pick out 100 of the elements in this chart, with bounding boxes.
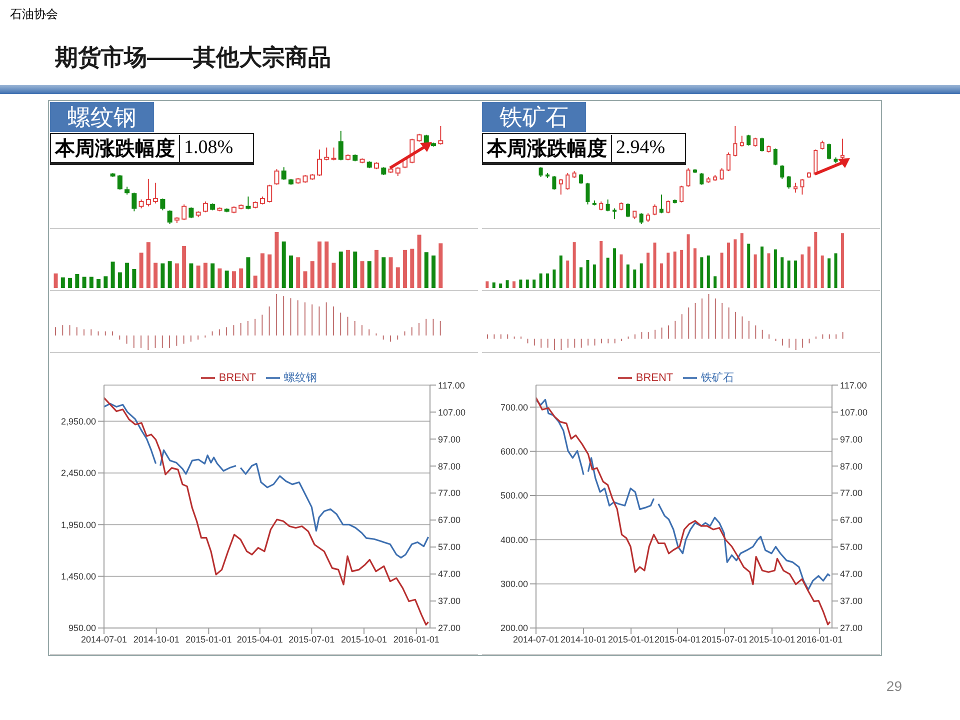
x-tick-label: 2016-01-01 <box>796 634 843 644</box>
candlestick <box>840 138 844 160</box>
candlestick <box>612 208 617 220</box>
bar <box>787 260 790 288</box>
bar <box>834 253 838 288</box>
bar <box>546 273 550 288</box>
y-tick-label: 2,950.00 <box>60 416 96 426</box>
y2-tick-label: 77.00 <box>840 488 863 498</box>
bar <box>174 263 179 288</box>
bar <box>714 276 717 288</box>
bar <box>96 279 101 288</box>
bar <box>196 266 200 288</box>
candlestick <box>659 194 664 214</box>
candlestick <box>733 126 738 157</box>
y-tick-label: 300.00 <box>500 579 528 590</box>
y2-tick-label: 37.00 <box>438 596 461 606</box>
bar <box>232 271 236 288</box>
bar <box>417 234 422 288</box>
y2-tick-label: 67.00 <box>840 515 863 526</box>
bar <box>720 252 724 288</box>
bar <box>125 262 130 288</box>
y-tick-label: 1,950.00 <box>60 520 96 530</box>
x-tick-label: 2015-01-01 <box>186 634 232 644</box>
annotation: 2.94% <box>615 137 666 159</box>
candlestick <box>338 130 344 161</box>
bar <box>168 261 172 288</box>
candlestick <box>160 198 166 211</box>
bar <box>75 274 80 288</box>
candlestick <box>740 135 744 148</box>
bar <box>486 281 489 288</box>
bar <box>403 250 408 288</box>
candlestick <box>794 182 798 194</box>
bar <box>89 276 94 288</box>
bar <box>82 276 86 288</box>
bar <box>820 256 824 288</box>
x-tick-label: 2015-10-01 <box>340 634 388 644</box>
candlestick <box>316 149 322 176</box>
candlestick <box>438 126 444 146</box>
bar <box>239 268 244 288</box>
candlestick <box>146 178 151 207</box>
annotation: 本周涨跌幅度 <box>51 134 180 162</box>
candlestick <box>639 212 644 224</box>
candlestick <box>626 202 630 218</box>
bar <box>182 246 186 288</box>
bar <box>253 276 258 288</box>
x-tick-label: 2014-10-01 <box>133 634 180 644</box>
chart-title: 铁矿石 <box>482 102 586 132</box>
annotation: 本周涨跌幅度 <box>483 134 612 162</box>
candlestick <box>267 184 272 203</box>
y2-tick-label: 87.00 <box>840 461 863 472</box>
bar <box>526 280 529 288</box>
candlestick <box>331 147 336 161</box>
y2-tick-label: 97.00 <box>840 434 863 444</box>
bar <box>218 268 222 288</box>
candlestick <box>117 174 122 190</box>
bar <box>374 250 379 288</box>
x-tick-label: 2015-07-01 <box>288 634 335 644</box>
y-tick-label: 1,450.00 <box>60 572 96 582</box>
text: 29 <box>886 678 902 694</box>
candlestick <box>800 178 804 196</box>
bar <box>760 246 764 288</box>
bar <box>303 271 308 288</box>
y2-tick-label: 87.00 <box>438 461 461 472</box>
candlestick <box>773 148 778 166</box>
bar <box>680 250 684 288</box>
line-series <box>104 396 430 626</box>
y2-tick-label: 117.00 <box>438 380 465 390</box>
candlestick <box>552 175 556 190</box>
annotation: 1.08% <box>183 137 234 159</box>
bar <box>653 242 656 288</box>
bar <box>246 257 250 288</box>
y-tick-label: 700.00 <box>500 402 528 412</box>
bar <box>367 261 372 288</box>
bar <box>396 267 400 288</box>
bar <box>203 262 208 288</box>
bar <box>382 257 386 288</box>
x-tick-label: 2015-04-01 <box>654 634 701 644</box>
bar <box>626 264 630 288</box>
text: 石油协会 <box>10 6 58 23</box>
candlestick <box>586 182 590 205</box>
bar <box>310 261 314 288</box>
bar <box>686 234 690 288</box>
bar <box>154 262 158 288</box>
bar <box>346 250 350 288</box>
x-tick-label: 2015-01-01 <box>608 634 654 644</box>
bar <box>814 232 818 288</box>
candlestick <box>827 143 832 160</box>
y2-tick-label: 27.00 <box>840 623 863 634</box>
bar <box>438 243 443 288</box>
candlestick <box>720 168 724 180</box>
bar <box>388 257 393 288</box>
y2-tick-label: 57.00 <box>840 542 863 552</box>
candlestick <box>167 210 172 224</box>
candlestick <box>579 174 584 184</box>
y2-tick-label: 57.00 <box>438 542 461 552</box>
y2-tick-label: 117.00 <box>840 380 867 390</box>
bar <box>734 239 737 288</box>
bar <box>552 270 556 288</box>
bar <box>338 252 343 288</box>
bar <box>840 233 844 288</box>
